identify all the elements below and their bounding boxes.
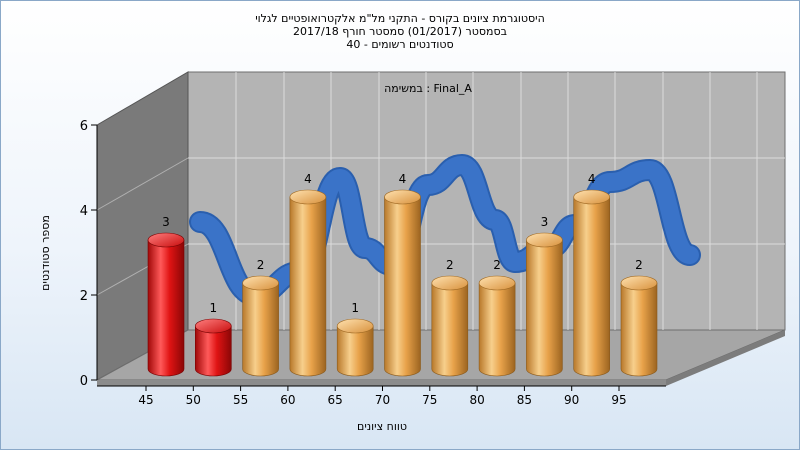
y-tick-label: 4 <box>80 204 88 219</box>
x-tick-label: 70 <box>375 393 390 407</box>
bar-body <box>289 196 327 377</box>
x-tick-label: 60 <box>280 393 295 407</box>
gridline-side <box>96 157 189 211</box>
y-axis-label: מספר סטודנטים <box>39 215 52 291</box>
chart-subtitle-semester: בסמסטר (01/2017) סמסטר חורף 2017/18 <box>293 25 507 38</box>
data-label: 3 <box>541 215 549 229</box>
bar-top <box>289 189 327 205</box>
chart-subtitle-students: סטודנטים רשומים - 40 <box>346 38 454 51</box>
bar-top <box>336 318 374 334</box>
data-label: 3 <box>162 215 170 229</box>
data-label: 4 <box>304 172 312 186</box>
bar-top <box>195 318 232 334</box>
bar-top <box>431 275 469 291</box>
right-edge <box>666 330 785 386</box>
x-tick-label: 45 <box>138 393 153 407</box>
x-axis-label: טווח ציונים <box>357 420 407 433</box>
data-label: 2 <box>493 258 501 272</box>
bar-body <box>384 196 421 377</box>
bar <box>195 318 232 377</box>
data-label: 4 <box>588 172 596 186</box>
x-tick-label: 90 <box>564 393 579 407</box>
bars <box>147 189 658 377</box>
x-tick-label: 95 <box>611 393 626 407</box>
bar <box>620 275 658 377</box>
y-tick-label: 2 <box>80 289 88 304</box>
bar-body <box>336 325 374 377</box>
x-tick-label: 80 <box>469 393 484 407</box>
bar-body <box>573 196 610 377</box>
bar-body <box>431 282 469 377</box>
bar <box>478 275 516 377</box>
bar-top <box>242 275 279 291</box>
floor-front-edge <box>97 380 666 386</box>
bar <box>431 275 469 377</box>
bar <box>526 232 563 377</box>
data-label: 1 <box>351 301 359 315</box>
bar-body <box>526 239 563 377</box>
data-label: 1 <box>209 301 217 315</box>
bar <box>336 318 374 377</box>
chart-title: היסטוגרמת ציונים בקורס - התקני מל"מ אלקט… <box>255 12 545 25</box>
data-label: 4 <box>399 172 407 186</box>
bar-body <box>478 282 516 377</box>
bar-top <box>147 232 185 248</box>
axes: 0 2 4 6 45 50 55 60 65 70 75 80 85 90 95 <box>80 119 666 407</box>
x-tick-label: 75 <box>422 393 437 407</box>
x-tick-label: 55 <box>233 393 248 407</box>
bar-top <box>526 232 563 248</box>
x-tick-label: 50 <box>186 393 201 407</box>
data-label: 2 <box>635 258 643 272</box>
annotation-text: במשימה : Final_A <box>384 82 472 95</box>
bar-body <box>620 282 658 377</box>
bar-top <box>573 189 611 205</box>
data-labels: 3 1 2 4 1 4 2 2 3 4 2 <box>162 172 643 315</box>
bar-body <box>242 282 279 377</box>
bar-top <box>384 189 421 205</box>
bar <box>573 189 611 377</box>
bar <box>289 189 327 377</box>
bar-body <box>195 325 232 377</box>
bar <box>242 275 279 377</box>
data-label: 2 <box>446 258 454 272</box>
bar-top <box>620 275 658 291</box>
x-tick-label: 85 <box>517 393 532 407</box>
bar <box>384 189 421 377</box>
bar-body <box>147 239 185 377</box>
data-label: 2 <box>257 258 265 272</box>
bar-top <box>478 275 516 291</box>
bar <box>147 232 185 377</box>
x-tick-label: 65 <box>328 393 343 407</box>
y-tick-label: 0 <box>80 374 88 389</box>
y-tick-label: 6 <box>80 119 88 134</box>
